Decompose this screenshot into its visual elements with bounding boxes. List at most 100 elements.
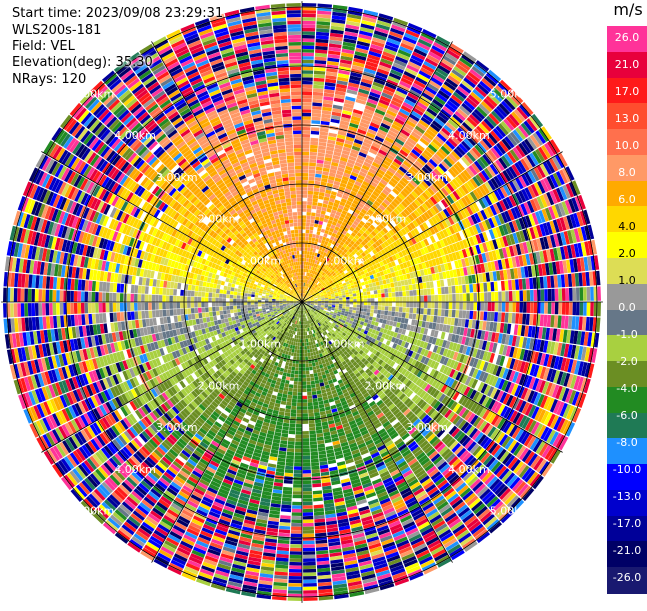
radar-gate	[424, 302, 428, 308]
radar-gate	[302, 155, 309, 159]
radar-gate	[390, 316, 394, 321]
radar-gate	[316, 231, 320, 235]
radar-gate	[314, 355, 318, 359]
radar-gate	[380, 315, 384, 319]
radar-gate	[306, 339, 308, 343]
radar-gate	[364, 299, 367, 302]
radar-gate	[294, 381, 298, 385]
radar-gate	[308, 413, 314, 417]
radar-gate	[357, 302, 360, 305]
radar-gate	[302, 159, 309, 163]
radar-gate	[289, 562, 302, 566]
radar-gate	[526, 314, 530, 325]
radar-gate	[371, 302, 375, 306]
radar-gate	[312, 363, 316, 367]
radar-gate	[312, 483, 321, 487]
radar-gate	[315, 174, 322, 178]
radar-gate	[294, 474, 302, 478]
radar-gate	[312, 110, 321, 114]
radar-gate	[587, 302, 591, 316]
radar-gate	[294, 463, 302, 467]
radar-gate	[483, 312, 487, 321]
radar-gate	[408, 279, 412, 285]
radar-gate	[315, 238, 319, 242]
radar-gate	[306, 258, 308, 262]
radar-gate	[455, 310, 459, 318]
radar-gate	[376, 286, 380, 290]
radar-gate	[469, 284, 473, 292]
radar-gate	[302, 53, 314, 57]
radar-gate	[381, 306, 385, 310]
radar-gate	[391, 311, 395, 316]
radar-gate	[580, 287, 584, 301]
radar-gate	[508, 313, 512, 323]
radar-gate	[583, 302, 587, 316]
radar-gate	[314, 504, 324, 508]
radar-gate	[389, 297, 393, 301]
radar-gate	[303, 484, 312, 488]
radar-gate	[454, 318, 458, 326]
radar-gate	[309, 237, 312, 241]
radar-gate	[299, 364, 302, 367]
radar-gate	[423, 315, 427, 321]
radar-gate	[466, 302, 470, 310]
radar-gate	[343, 297, 347, 299]
radar-gate	[314, 412, 320, 416]
radar-gate	[303, 544, 315, 548]
radar-gate	[314, 78, 325, 82]
radar-gate	[311, 120, 320, 124]
radar-gate	[413, 296, 417, 302]
radar-gate	[296, 428, 302, 432]
radar-gate	[289, 569, 302, 573]
radar-gate	[299, 332, 301, 336]
radar-gate	[312, 238, 316, 242]
radar-gate	[438, 287, 442, 294]
radar-gate	[404, 318, 408, 324]
radar-gate	[312, 234, 316, 238]
radar-gate	[346, 297, 350, 300]
radar-gate	[308, 399, 313, 403]
radar-gate	[404, 280, 408, 286]
radar-gate	[311, 216, 316, 220]
radar-gate	[302, 187, 308, 191]
radar-gate	[520, 302, 524, 313]
radar-gate	[399, 307, 403, 312]
radar-gate	[378, 306, 382, 310]
radar-gate	[597, 286, 601, 300]
radar-gate	[352, 310, 356, 313]
radar-gate	[302, 127, 310, 131]
radar-gate	[310, 248, 313, 252]
radar-gate	[311, 455, 319, 459]
radar-gate	[295, 435, 302, 439]
radar-gate	[319, 408, 325, 412]
radar-gate	[303, 502, 313, 506]
radar-gate	[302, 28, 315, 32]
radar-gate	[314, 515, 325, 519]
radar-gate	[293, 495, 303, 499]
radar-gate	[491, 302, 495, 311]
radar-gate	[318, 397, 323, 401]
radar-gate	[298, 389, 302, 393]
radar-gate	[544, 302, 548, 314]
radar-gate	[445, 294, 449, 301]
radar-gate	[307, 201, 312, 205]
radar-gate	[302, 215, 306, 219]
radar-gate	[406, 308, 410, 313]
radar-gate	[289, 573, 302, 577]
radar-gate	[303, 551, 315, 555]
radar-gate	[502, 302, 506, 312]
radar-gate	[523, 290, 527, 301]
radar-gate	[303, 488, 312, 492]
radar-gate	[303, 583, 317, 587]
radar-gate	[302, 357, 305, 360]
radar-gate	[316, 235, 320, 239]
radar-gate	[313, 198, 318, 202]
radar-gate	[569, 302, 573, 315]
radar-gate	[502, 291, 506, 301]
radar-gate	[316, 433, 323, 437]
radar-gate	[308, 353, 311, 357]
radar-gate	[302, 406, 307, 410]
radar-gate	[302, 95, 312, 99]
radar-gate	[449, 302, 453, 309]
radar-gate	[304, 255, 307, 259]
